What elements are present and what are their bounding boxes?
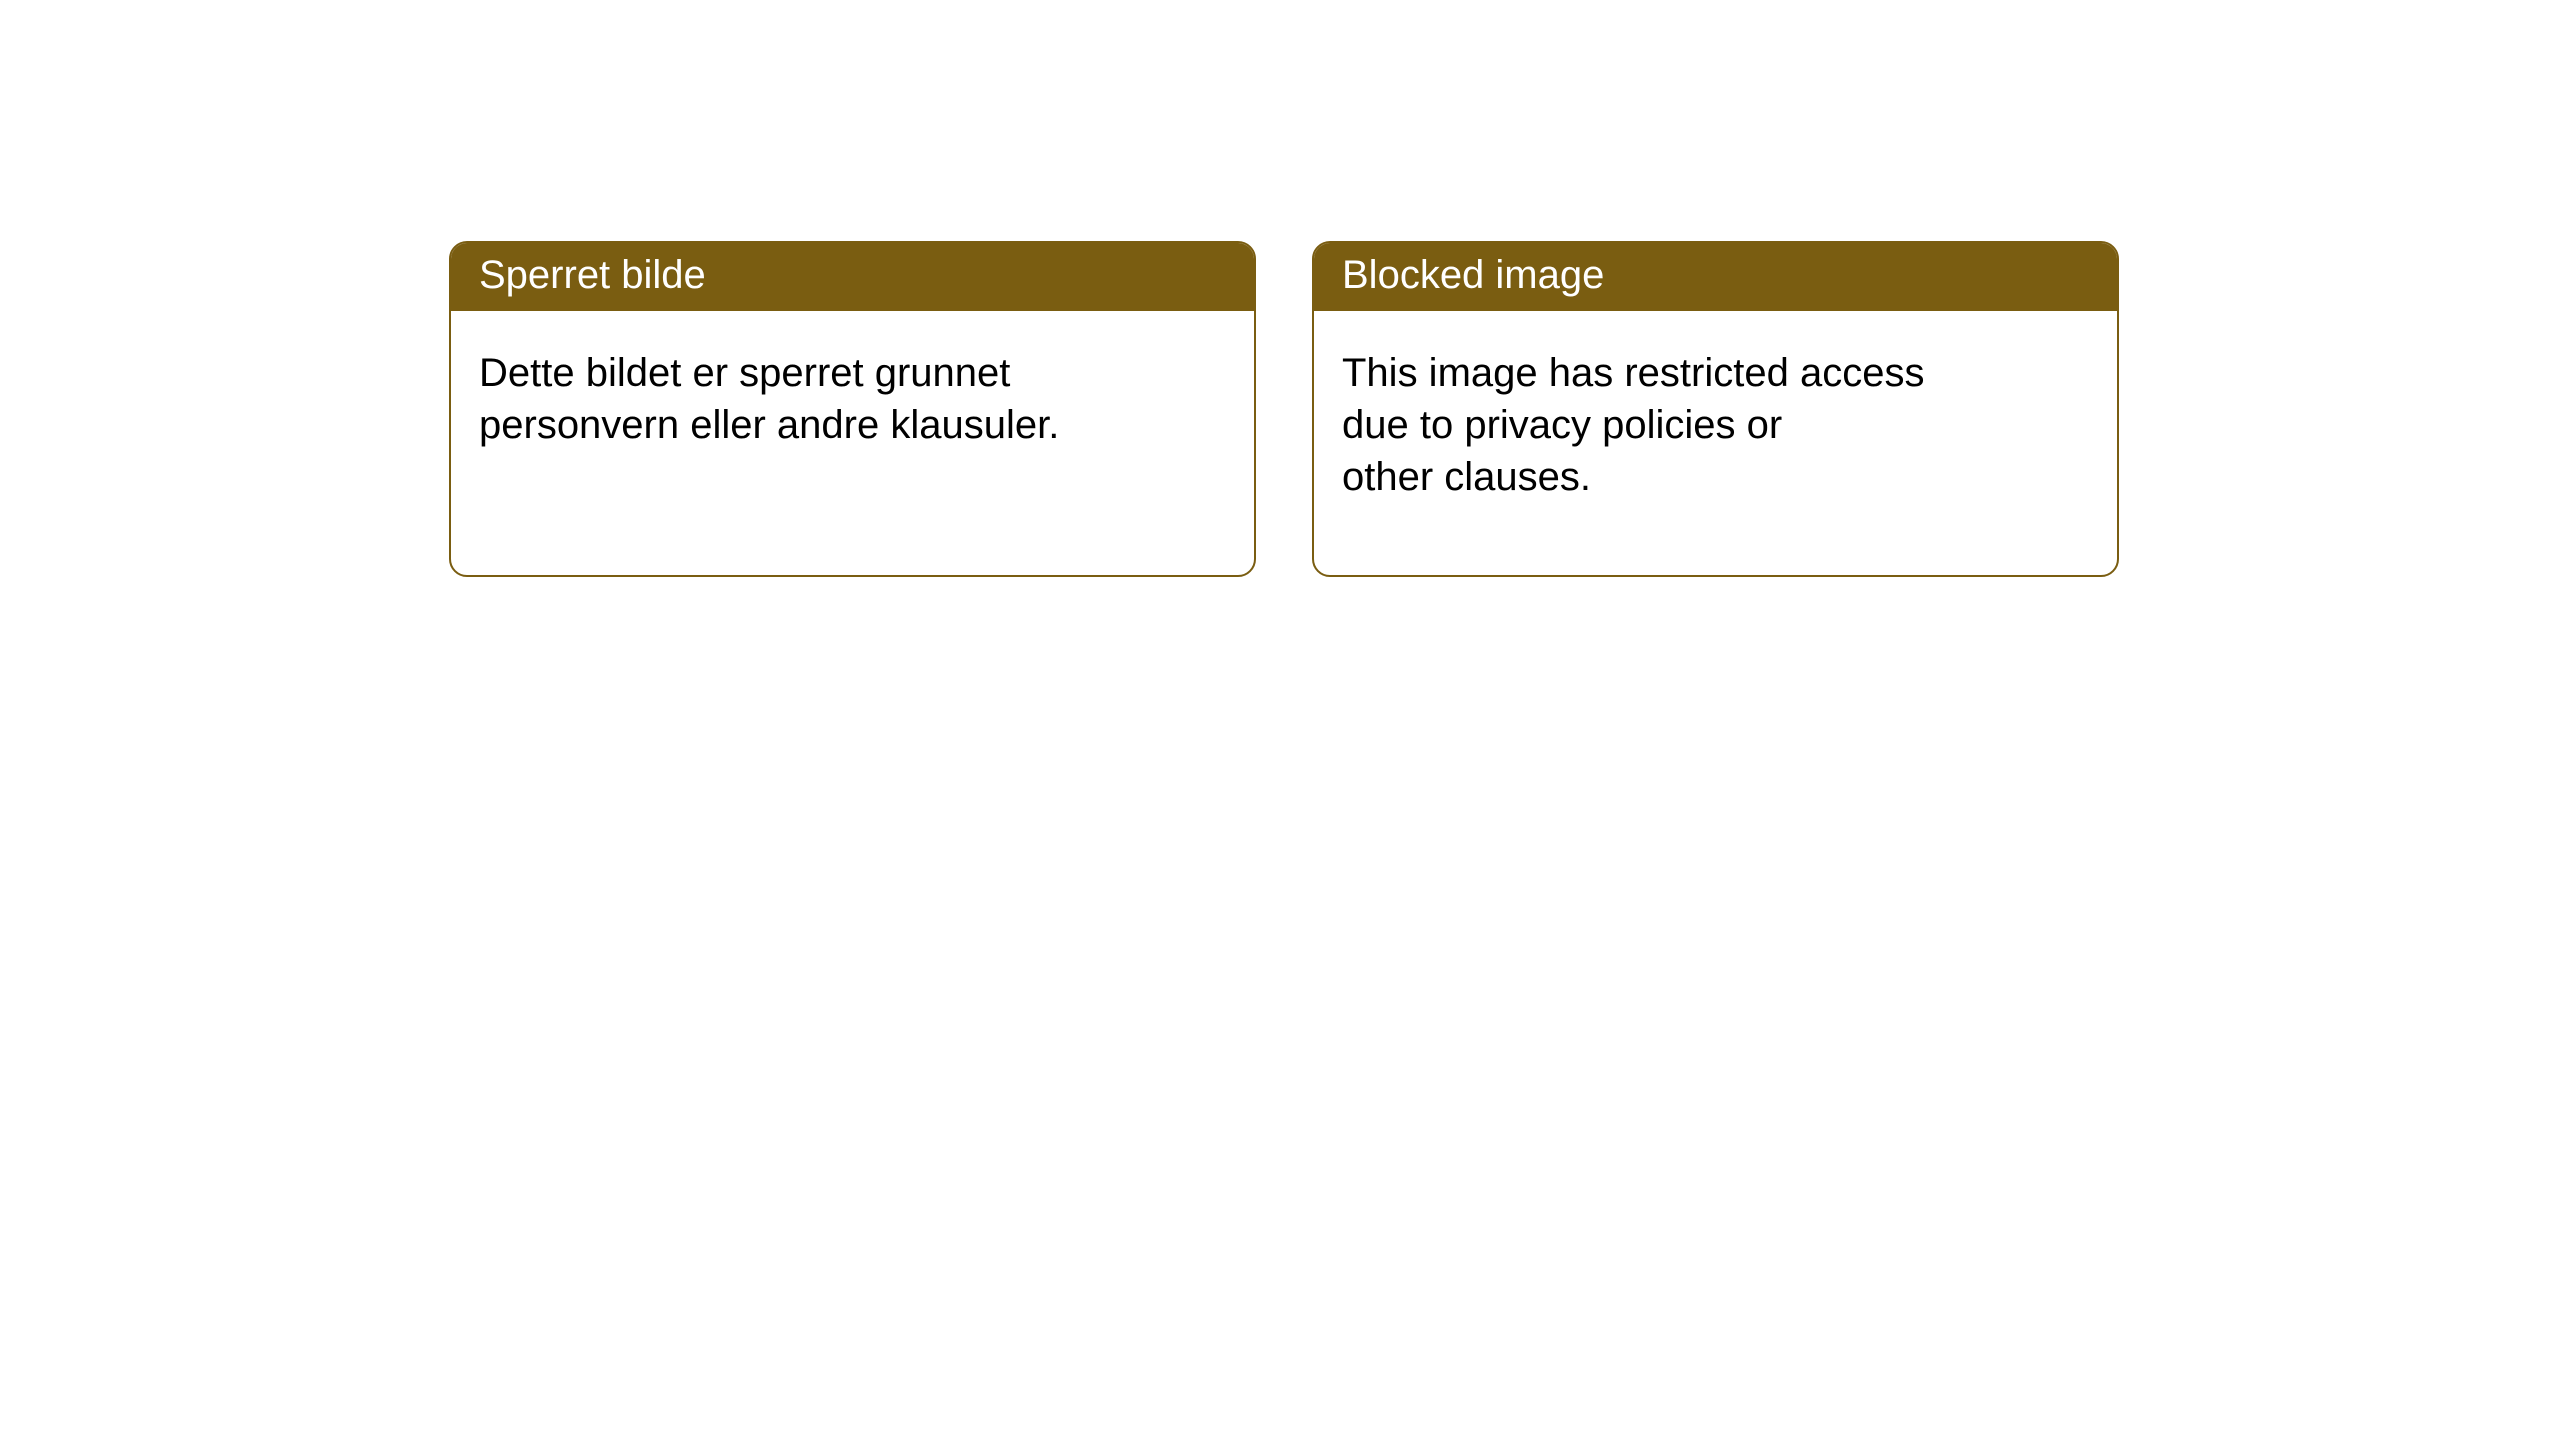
blocked-image-card-no: Sperret bilde Dette bildet er sperret gr… <box>449 241 1256 577</box>
card-body-en: This image has restricted access due to … <box>1314 311 2117 531</box>
card-title-en: Blocked image <box>1314 243 2117 311</box>
blocked-image-card-en: Blocked image This image has restricted … <box>1312 241 2119 577</box>
notice-container: Sperret bilde Dette bildet er sperret gr… <box>0 0 2560 577</box>
card-title-no: Sperret bilde <box>451 243 1254 311</box>
card-body-no: Dette bildet er sperret grunnet personve… <box>451 311 1254 479</box>
